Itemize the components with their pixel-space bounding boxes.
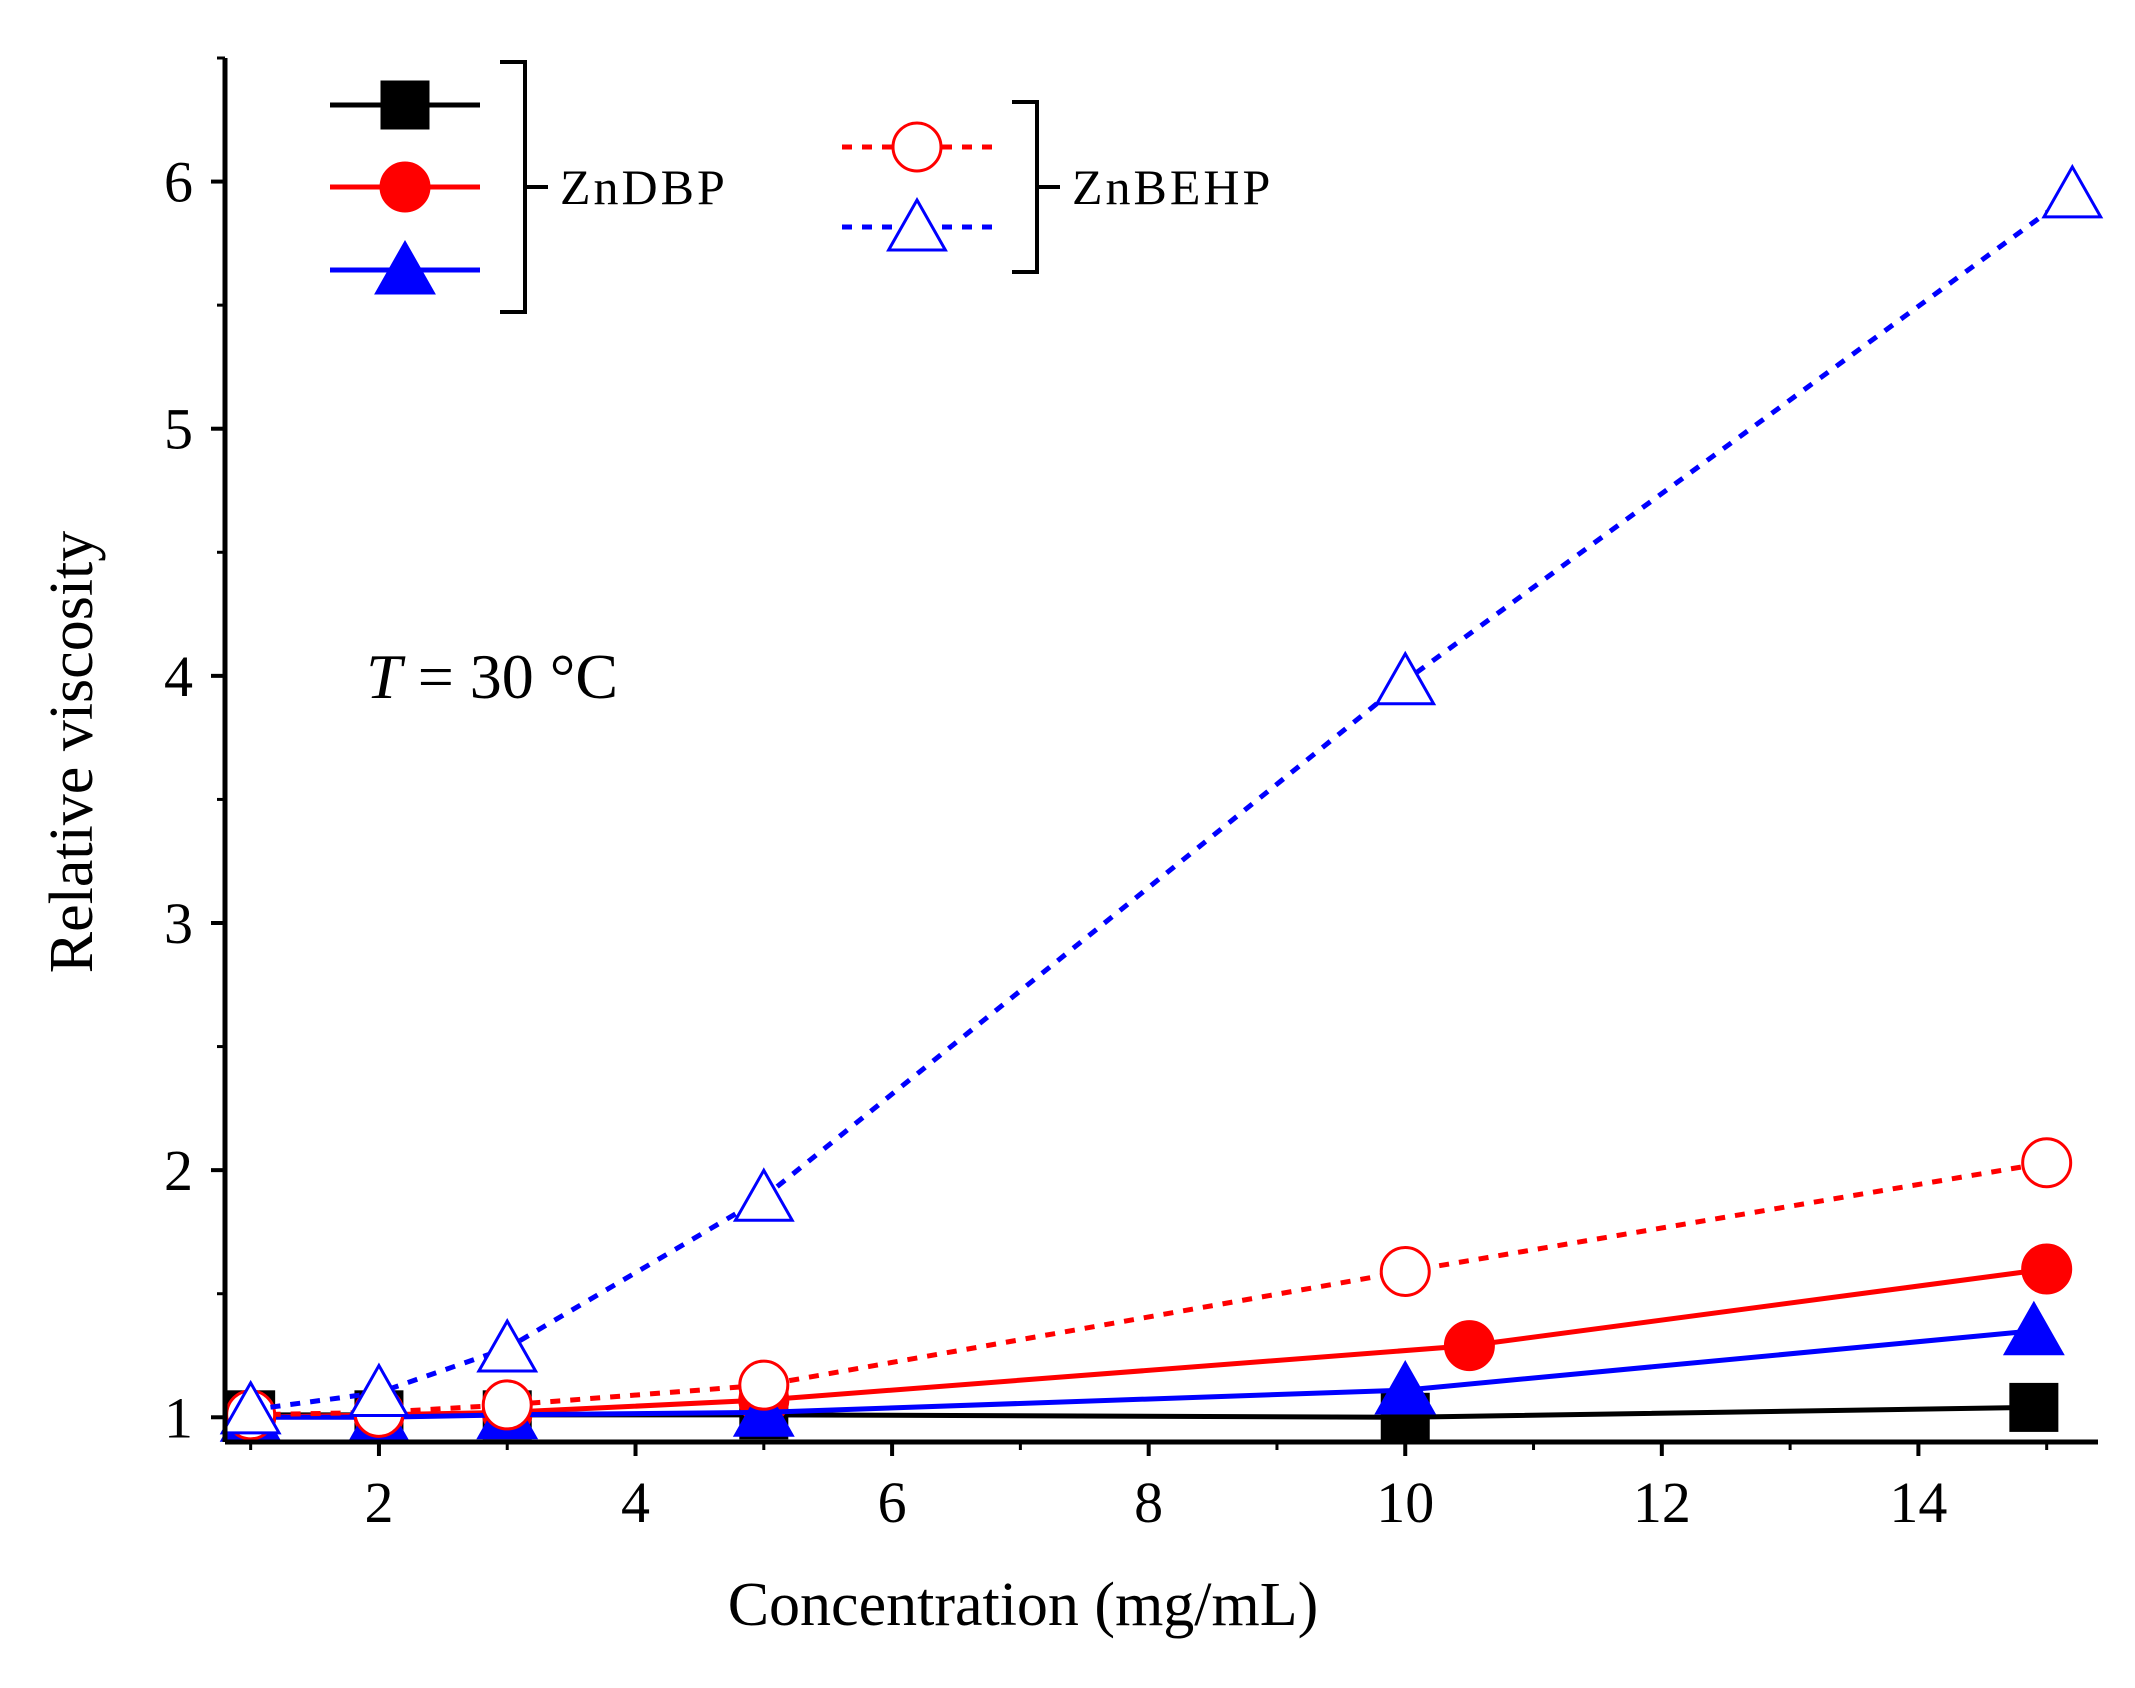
y-tick-label: 5 [164,397,193,462]
series-layer [219,163,2104,1443]
data-point-ZnDBP-red [1443,1320,1495,1372]
data-point-ZnBEHP-red [1379,1245,1431,1297]
legend-marker-ZnDBP-blue [374,239,436,295]
legend-marker-ZnDBP-black [380,80,430,130]
x-tick-label: 12 [1633,1470,1691,1535]
legend-sample-ZnDBP-blue [330,239,480,295]
legend-sample-ZnDBP-red [330,161,480,213]
temperature-symbol: T [366,641,406,712]
data-point-ZnBEHP-blue [476,1318,539,1373]
series-line-ZnBEHP-blue [250,191,2074,1413]
x-axis-title: Concentration (mg/mL) [728,1571,1319,1639]
legend-marker-ZnBEHP-blue [886,196,948,252]
legend-label-znbehp: ZnBEHP [1072,159,1273,215]
data-point-ZnDBP-red [2021,1243,2073,1295]
legend-sample-ZnBEHP-blue [842,196,992,252]
legend: ZnDBP ZnBEHP [330,60,1273,314]
data-point-ZnDBP-blue [1374,1360,1437,1415]
data-point-ZnBEHP-blue [2041,163,2104,219]
y-axis-title: Relative viscosity [38,531,106,974]
x-tick-label: 2 [364,1470,393,1535]
data-point-ZnBEHP-red [2021,1137,2073,1189]
legend-marker-ZnDBP-red [379,161,431,213]
data-point-ZnDBP-blue [2002,1300,2065,1356]
y-tick-label: 4 [164,644,193,709]
legend-sample-ZnDBP-black [330,80,480,130]
y-tick-label: 2 [164,1138,193,1203]
y-tick-label: 6 [164,150,193,215]
y-tick-label: 3 [164,891,193,956]
data-point-ZnBEHP-red [481,1379,533,1431]
data-point-ZnBEHP-blue [348,1362,410,1418]
data-point-ZnBEHP-blue [1374,650,1437,706]
data-point-ZnBEHP-red [738,1359,790,1411]
x-tick-label: 8 [1134,1470,1163,1535]
legend-label-zndbp: ZnDBP [560,159,728,215]
data-point-ZnBEHP-blue [219,1379,282,1435]
x-tick-label: 6 [878,1470,907,1535]
data-point-ZnBEHP-blue [732,1167,795,1222]
x-tick-label: 10 [1376,1470,1434,1535]
legend-marker-ZnBEHP-red [891,121,943,173]
y-tick-label: 1 [164,1385,193,1450]
legend-sample-ZnBEHP-red [842,121,992,173]
temperature-value: = 30 °C [402,641,618,712]
legend-samples [330,80,992,295]
series-ZnBEHP-blue [219,163,2104,1435]
data-point-ZnDBP-black [2009,1382,2059,1432]
legend-bracket-zndbp [500,60,548,314]
legend-bracket-znbehp [1012,100,1060,274]
x-tick-label: 4 [621,1470,650,1535]
temperature-annotation: T = 30 °C [366,641,618,712]
x-tick-label: 14 [1889,1470,1947,1535]
